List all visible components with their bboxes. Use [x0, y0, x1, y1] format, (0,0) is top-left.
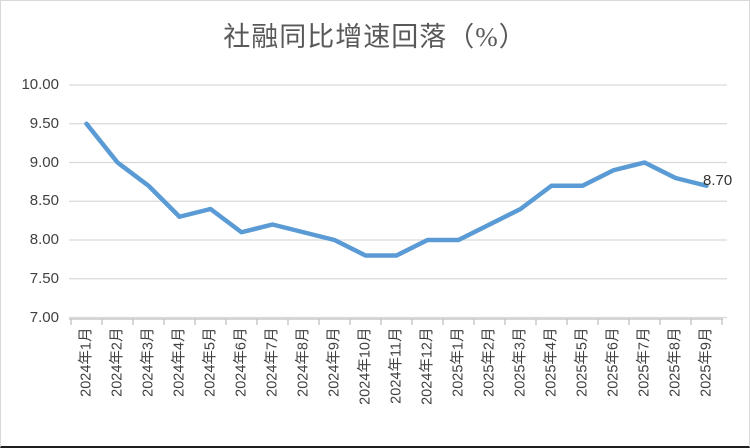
series-line: [84, 121, 709, 258]
x-tick-label: 2024年2月: [109, 327, 126, 397]
y-tick-label: 7.00: [29, 308, 59, 326]
x-tick-label: 2024年4月: [171, 327, 188, 397]
y-tick-label: 10.00: [21, 76, 59, 93]
x-tick-label: 2025年9月: [698, 327, 715, 397]
x-tick-label: 2025年1月: [450, 327, 467, 397]
y-tick-label: 8.00: [29, 231, 59, 248]
x-tick-label: 2025年5月: [574, 327, 591, 397]
x-tick-label: 2025年8月: [667, 327, 684, 397]
x-tick-label: 2025年6月: [605, 327, 622, 397]
y-tick-label: 7.50: [29, 269, 59, 287]
x-tick-label: 2024年9月: [326, 327, 343, 397]
x-tick-label: 2025年4月: [543, 327, 560, 397]
x-tick-label: 2024年7月: [264, 327, 281, 397]
x-tick-label: 2024年8月: [295, 327, 312, 397]
x-tick-label: 2024年11月: [388, 327, 405, 404]
y-tick-label: 9.00: [29, 153, 59, 171]
x-tick-label: 2025年2月: [481, 327, 498, 397]
chart-title: 社融同比增速回落（%）: [223, 22, 527, 52]
x-tick-label: 2024年6月: [233, 327, 250, 397]
x-tick-label: 2024年5月: [202, 327, 219, 397]
y-tick-label: 8.50: [29, 192, 59, 210]
x-tick-label: 2025年3月: [512, 327, 529, 397]
x-tick-label: 2025年7月: [636, 327, 653, 397]
x-tick-label: 2024年10月: [357, 327, 374, 405]
y-tick-label: 9.50: [29, 114, 59, 132]
x-tick-label: 2024年3月: [140, 327, 157, 397]
x-tick-label: 2024年1月: [78, 327, 95, 397]
x-tick-label: 2024年12月: [419, 327, 436, 405]
last-point-data-label: 8.70: [703, 172, 733, 189]
